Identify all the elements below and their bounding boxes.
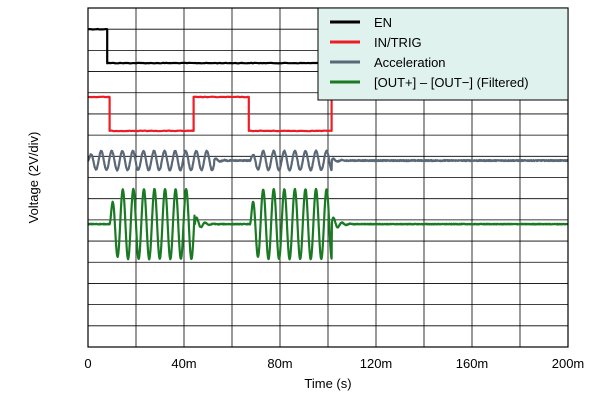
x-tick-labels: 0 40m 80m 120m 160m 200m bbox=[84, 356, 584, 371]
x-tick-label: 80m bbox=[267, 356, 292, 371]
legend-label-2: Acceleration bbox=[374, 55, 446, 70]
x-axis-title: Time (s) bbox=[304, 376, 351, 391]
x-tick-label: 40m bbox=[171, 356, 196, 371]
x-tick-label: 200m bbox=[552, 356, 585, 371]
x-tick-label: 120m bbox=[360, 356, 393, 371]
legend: EN IN/TRIG Acceleration [OUT+] – [OUT−] (Fi… bbox=[317, 7, 569, 101]
legend-label-1: IN/TRIG bbox=[374, 35, 422, 50]
series-2-trace bbox=[87, 149, 569, 172]
x-tick-label: 0 bbox=[84, 356, 91, 371]
x-tick-label: 160m bbox=[456, 356, 489, 371]
series-3-trace bbox=[87, 187, 569, 261]
y-axis-title: Voltage (2V/div) bbox=[26, 132, 41, 224]
legend-label-3: [OUT+] – [OUT−] (Filtered) bbox=[374, 75, 529, 90]
legend-label-0: EN bbox=[374, 15, 392, 30]
